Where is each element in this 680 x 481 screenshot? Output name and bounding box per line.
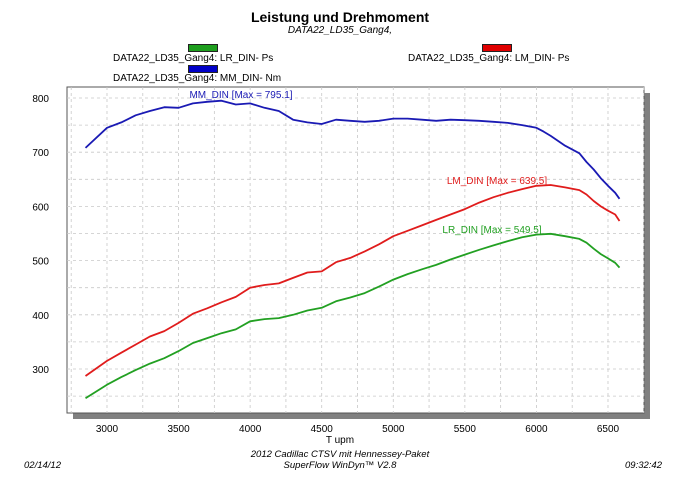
annotation-lm-din: LM_DIN [Max = 639.5] (447, 176, 548, 187)
y-tick-label: 300 (32, 365, 49, 376)
x-tick-label: 6000 (525, 424, 548, 435)
x-axis-label: T upm (326, 435, 354, 446)
grid (67, 87, 645, 413)
footer-date: 02/14/12 (24, 460, 61, 471)
y-tick-label: 700 (32, 148, 49, 159)
legend-swatch-mm-din (188, 65, 218, 73)
x-tick-label: 4000 (239, 424, 262, 435)
series-lines (84, 99, 621, 400)
x-tick-label: 6500 (597, 424, 620, 435)
legend-label-lm-din: DATA22_LD35_Gang4: LM_DIN- Ps (408, 53, 570, 64)
plot-shadow-right (644, 93, 650, 419)
x-tick-label: 5500 (454, 424, 477, 435)
legend-swatch-lr-din (188, 44, 218, 52)
y-tick-label: 500 (32, 257, 49, 268)
chart-subtitle: DATA22_LD35_Gang4, (287, 25, 393, 36)
footer-caption-line2: SuperFlow WinDyn™ V2.8 (283, 460, 397, 471)
axis-ticks: 3000 3500 4000 4500 5000 5500 6000 6500 300 400 50… (32, 94, 619, 435)
plot-shadow-bottom (73, 413, 650, 419)
x-tick-label: 3500 (167, 424, 190, 435)
legend-label-lr-din: DATA22_LD35_Gang4: LR_DIN- Ps (113, 53, 274, 64)
chart-title: Leistung und Drehmoment (250, 9, 430, 25)
annotation-lr-din: LR_DIN [Max = 549.5] (442, 225, 541, 236)
series-line-lr-din (85, 232, 621, 400)
x-tick-label: 5000 (382, 424, 405, 435)
series-line-lm-din (84, 184, 621, 377)
footer-caption-line1: 2012 Cadillac CTSV mit Hennessey-Paket (250, 449, 430, 460)
y-tick-label: 800 (32, 94, 49, 105)
x-tick-label: 4500 (311, 424, 334, 435)
plot-area (66, 86, 645, 414)
x-tick-label: 3000 (96, 424, 119, 435)
series-line-mm-din (84, 99, 621, 200)
y-tick-label: 600 (32, 202, 49, 213)
legend-swatch-lm-din (482, 44, 512, 52)
annotation-mm-din: MM_DIN [Max = 795.1] (189, 90, 292, 101)
legend-label-mm-din: DATA22_LD35_Gang4: MM_DIN- Nm (113, 73, 282, 84)
y-tick-label: 400 (32, 311, 49, 322)
footer-time: 09:32:42 (625, 460, 662, 471)
annotations: MM_DIN [Max = 795.1] LM_DIN [Max = 639.5]… (189, 90, 547, 236)
